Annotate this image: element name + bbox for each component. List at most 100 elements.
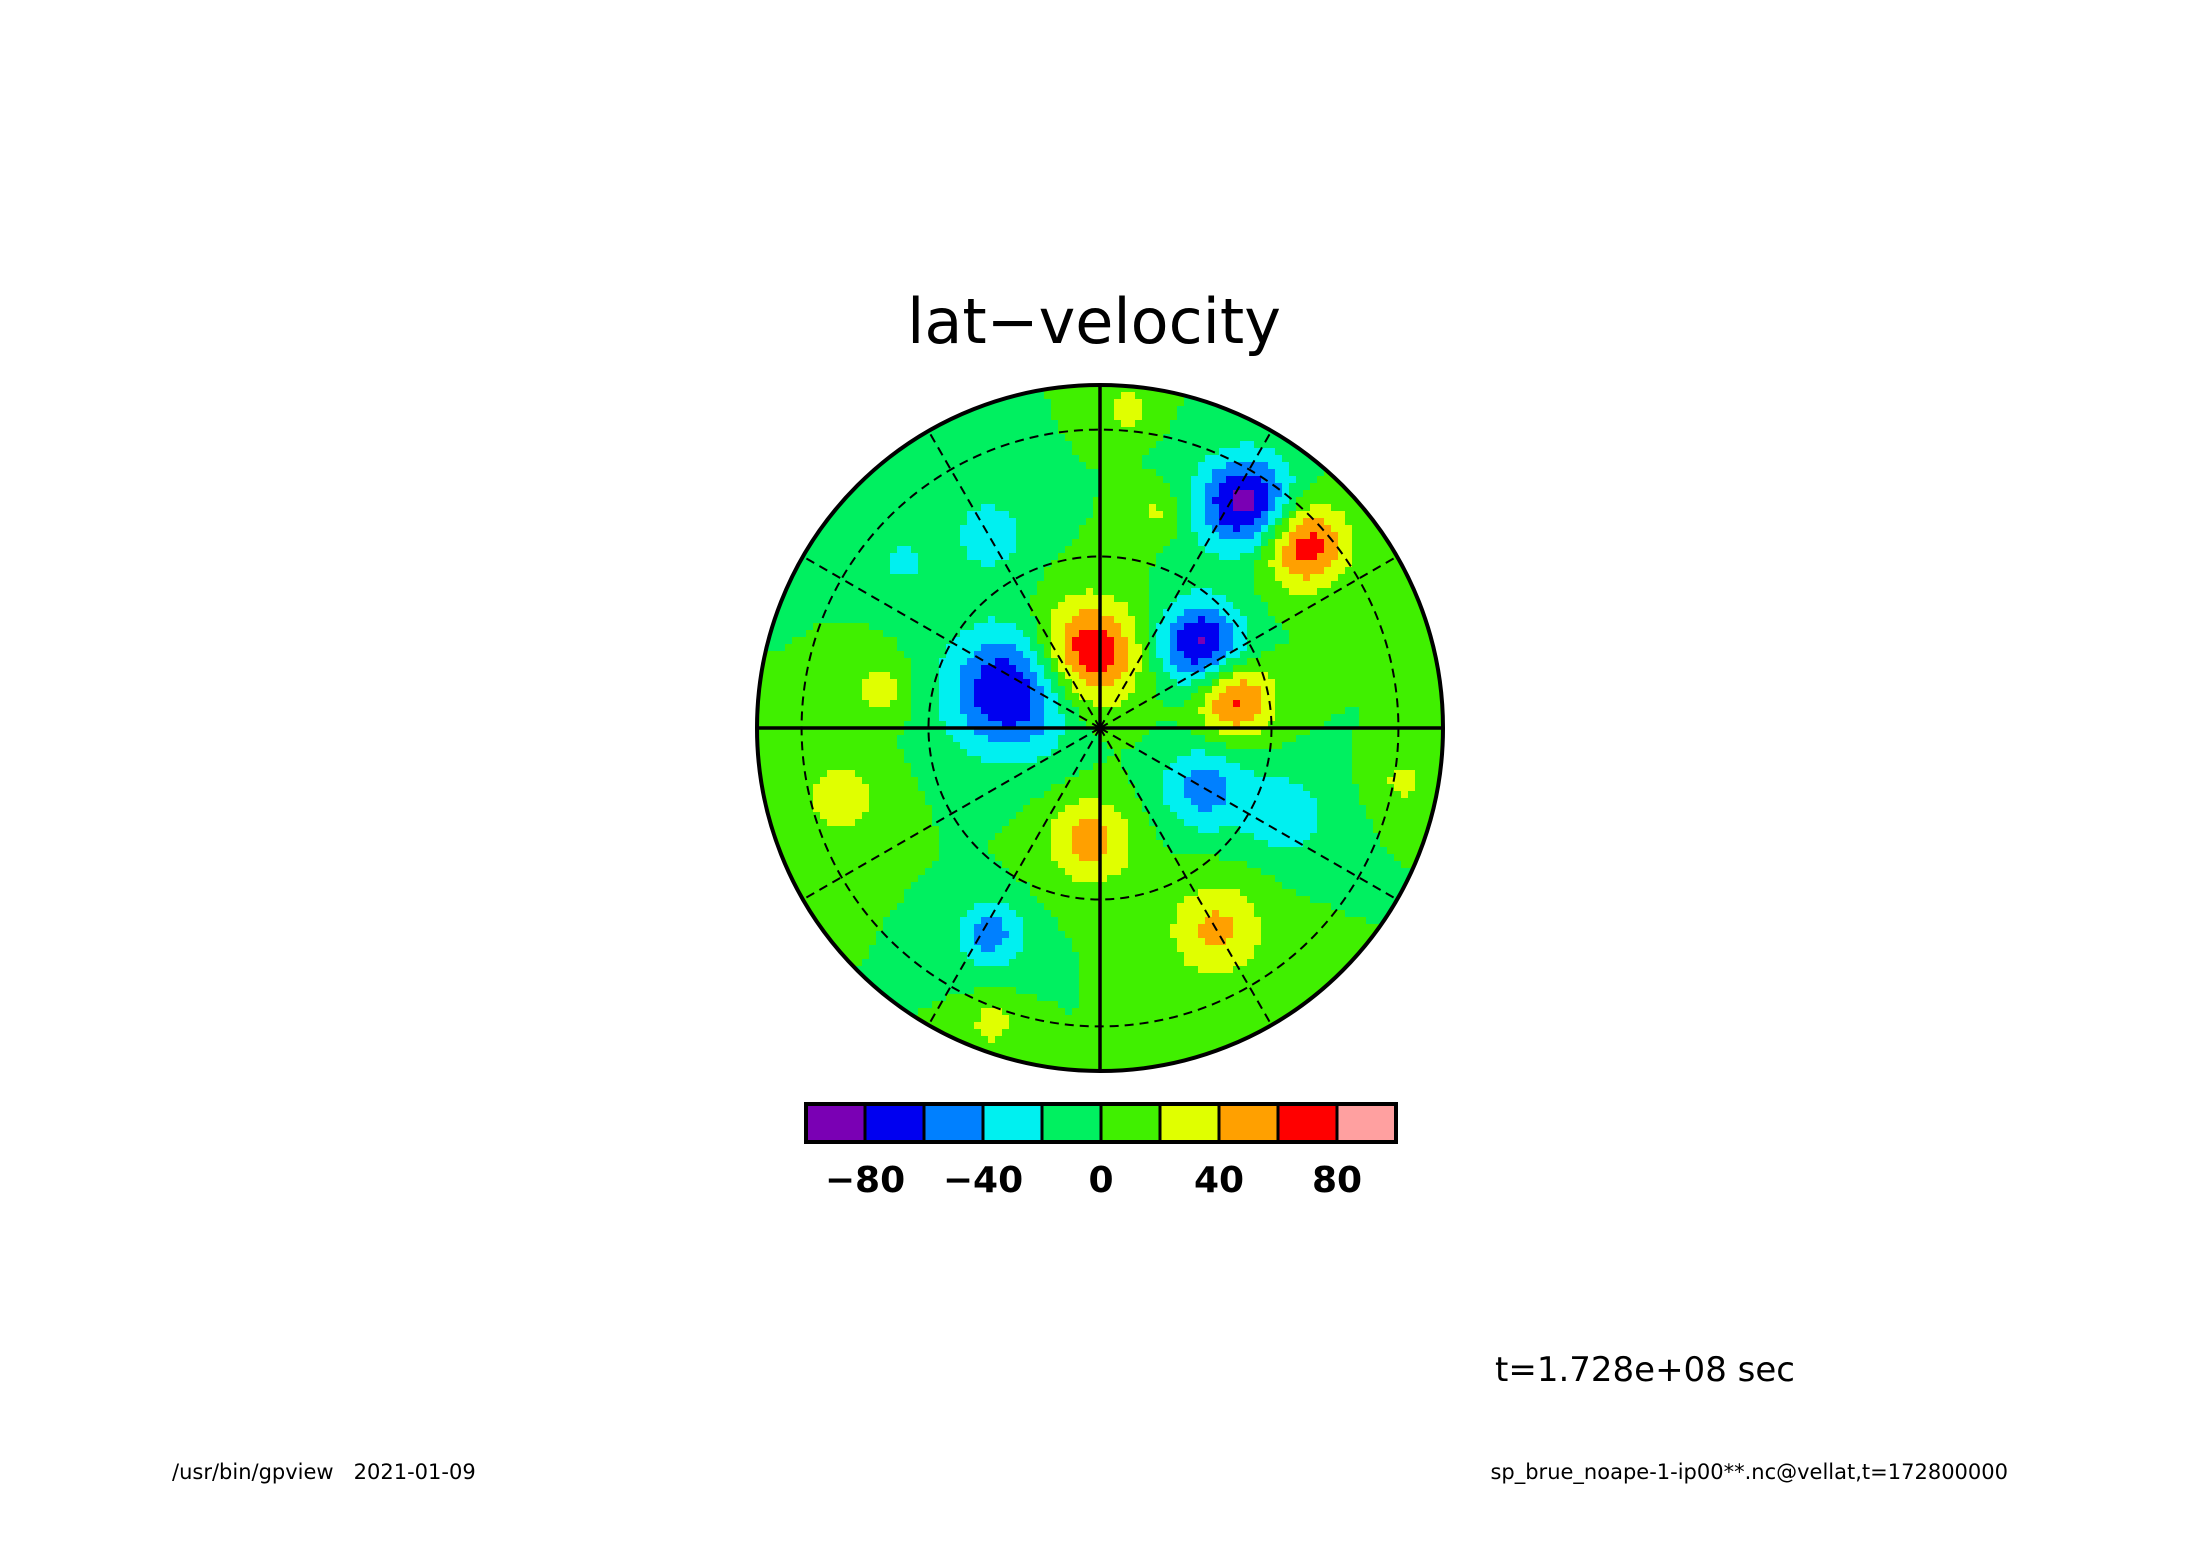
- heatmap-cell: [911, 497, 919, 505]
- heatmap-cell: [1058, 616, 1066, 624]
- heatmap-cell: [897, 749, 905, 757]
- heatmap-cell: [1352, 560, 1360, 568]
- heatmap-cell: [1030, 448, 1038, 456]
- heatmap-cell: [1268, 749, 1276, 757]
- heatmap-cell: [1240, 560, 1248, 568]
- heatmap-cell: [1149, 686, 1157, 694]
- heatmap-cell: [1072, 560, 1080, 568]
- heatmap-cell: [1324, 784, 1332, 792]
- heatmap-cell: [1009, 784, 1017, 792]
- heatmap-cell: [1163, 406, 1171, 414]
- heatmap-cell: [869, 490, 877, 498]
- heatmap-cell: [1065, 700, 1073, 708]
- heatmap-cell: [1037, 427, 1045, 435]
- heatmap-cell: [1394, 560, 1402, 568]
- heatmap-cell: [1240, 756, 1248, 764]
- heatmap-cell: [967, 616, 975, 624]
- heatmap-cell: [1079, 497, 1087, 505]
- heatmap-cell: [1289, 693, 1297, 701]
- heatmap-cell: [1303, 567, 1311, 575]
- heatmap-cell: [1240, 791, 1248, 799]
- heatmap-cell: [1261, 574, 1269, 582]
- heatmap-cell: [1149, 420, 1157, 428]
- heatmap-cell: [862, 791, 870, 799]
- heatmap-cell: [1219, 756, 1227, 764]
- heatmap-cell: [1121, 490, 1129, 498]
- heatmap-cell: [988, 539, 996, 547]
- heatmap-cell: [1170, 392, 1178, 400]
- heatmap-cell: [988, 735, 996, 743]
- heatmap-cell: [1177, 525, 1185, 533]
- heatmap-cell: [855, 623, 863, 631]
- heatmap-cell: [1212, 483, 1220, 491]
- heatmap-cell: [1205, 441, 1213, 449]
- heatmap-cell: [1086, 511, 1094, 519]
- heatmap-cell: [1268, 420, 1276, 428]
- heatmap-cell: [1261, 735, 1269, 743]
- heatmap-cell: [1296, 518, 1304, 526]
- heatmap-cell: [1289, 581, 1297, 589]
- heatmap-cell: [1184, 763, 1192, 771]
- heatmap-cell: [988, 560, 996, 568]
- heatmap-cell: [911, 777, 919, 785]
- heatmap-cell: [1233, 658, 1241, 666]
- heatmap-cell: [1030, 665, 1038, 673]
- heatmap-cell: [1156, 462, 1164, 470]
- heatmap-cell: [1016, 623, 1024, 631]
- heatmap-cell: [1303, 581, 1311, 589]
- heatmap-cell: [1303, 707, 1311, 715]
- heatmap-cell: [995, 504, 1003, 512]
- heatmap-cell: [869, 707, 877, 715]
- heatmap-cell: [995, 749, 1003, 757]
- heatmap-cell: [1205, 791, 1213, 799]
- heatmap-cell: [1303, 770, 1311, 778]
- heatmap-cell: [932, 637, 940, 645]
- heatmap-cell: [1107, 637, 1115, 645]
- heatmap-cell: [1086, 399, 1094, 407]
- heatmap-cell: [1086, 784, 1094, 792]
- heatmap-cell: [1359, 602, 1367, 610]
- heatmap-cell: [1058, 651, 1066, 659]
- heatmap-cell: [806, 644, 814, 652]
- heatmap-cell: [1030, 497, 1038, 505]
- heatmap-cell: [1303, 616, 1311, 624]
- heatmap-cell: [841, 686, 849, 694]
- heatmap-cell: [1254, 595, 1262, 603]
- heatmap-cell: [1429, 749, 1437, 757]
- heatmap-cell: [1240, 574, 1248, 582]
- heatmap-cell: [1282, 672, 1290, 680]
- heatmap-cell: [883, 714, 891, 722]
- heatmap-cell: [1233, 742, 1241, 750]
- heatmap-cell: [876, 756, 884, 764]
- heatmap-cell: [1338, 679, 1346, 687]
- heatmap-cell: [1429, 672, 1437, 680]
- heatmap-cell: [890, 637, 898, 645]
- heatmap-cell: [960, 504, 968, 512]
- heatmap-cell: [953, 686, 961, 694]
- heatmap-cell: [1065, 518, 1073, 526]
- heatmap-cell: [1247, 770, 1255, 778]
- heatmap-cell: [1086, 630, 1094, 638]
- heatmap-cell: [1289, 784, 1297, 792]
- heatmap-cell: [925, 497, 933, 505]
- heatmap-cell: [1247, 728, 1255, 736]
- heatmap-cell: [1177, 546, 1185, 554]
- heatmap-cell: [1100, 630, 1108, 638]
- heatmap-cell: [1009, 483, 1017, 491]
- heatmap-cell: [1191, 721, 1199, 729]
- heatmap-cell: [1100, 511, 1108, 519]
- heatmap-cell: [1184, 448, 1192, 456]
- heatmap-cell: [974, 581, 982, 589]
- heatmap-cell: [918, 574, 926, 582]
- heatmap-cell: [1296, 707, 1304, 715]
- heatmap-cell: [1114, 546, 1122, 554]
- heatmap-cell: [1177, 784, 1185, 792]
- heatmap-cell: [1261, 672, 1269, 680]
- heatmap-cell: [981, 623, 989, 631]
- heatmap-cell: [883, 616, 891, 624]
- heatmap-cell: [806, 707, 814, 715]
- heatmap-cell: [827, 763, 835, 771]
- heatmap-cell: [932, 707, 940, 715]
- heatmap-cell: [1324, 560, 1332, 568]
- heatmap-cell: [995, 602, 1003, 610]
